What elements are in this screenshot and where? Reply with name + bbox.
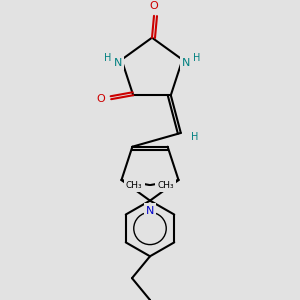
Text: N: N [182,58,190,68]
Text: CH₃: CH₃ [126,181,142,190]
Text: N: N [146,206,154,216]
Text: H: H [193,53,200,63]
Text: N: N [113,58,122,68]
Text: O: O [150,1,158,11]
Text: H: H [191,132,199,142]
Text: O: O [97,94,106,104]
Text: CH₃: CH₃ [158,181,174,190]
Text: H: H [104,53,111,63]
